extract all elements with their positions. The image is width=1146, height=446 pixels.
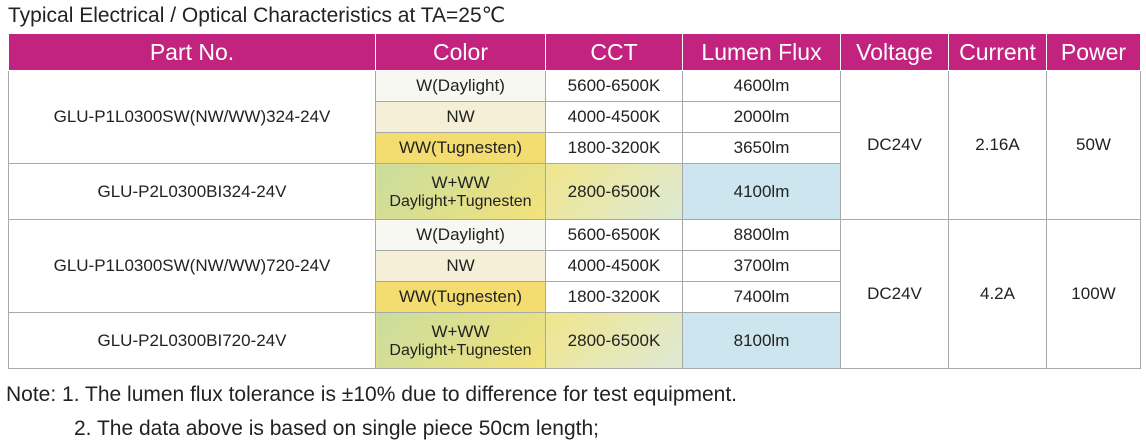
current: 2.16A <box>948 70 1047 220</box>
color: W(Daylight) <box>416 76 505 95</box>
color: W+WW <box>431 321 490 341</box>
notes: Note: 1. The lumen flux tolerance is ±10… <box>6 378 737 446</box>
voltage: DC24V <box>840 219 949 369</box>
color: NW <box>446 256 475 275</box>
cct: 2800-6500K <box>545 312 683 369</box>
color: WW(Tugnesten) <box>398 138 523 157</box>
power: 50W <box>1046 70 1141 220</box>
table-row: GLU-P1L0300SW(NW/WW)324-24V W(Daylight) 56… <box>8 70 1141 220</box>
color-detail: Daylight+Tugnesten <box>389 192 532 210</box>
lumen-flux: 3650lm <box>682 132 841 164</box>
cct: 5600-6500K <box>545 70 683 102</box>
note-item: 2. The data above is based on single pie… <box>74 417 599 440</box>
table-row: WW(Tugnesten) 1800-3200K 3650lm <box>9 132 1141 164</box>
table-row: GLU-P1L0300SW(NW/WW)720-24V W(Daylight) 56… <box>8 219 1141 369</box>
lumen-flux: 3700lm <box>682 250 841 282</box>
table-row: GLU-P2L0300BI720-24V W+WW Daylight+Tugnest… <box>8 312 1141 369</box>
note-line: Note: 1. The lumen flux tolerance is ±10… <box>6 378 737 412</box>
cct: 2800-6500K <box>545 163 683 220</box>
header-cell: Color <box>375 33 546 71</box>
color-cell: NW <box>375 101 546 133</box>
lumen-flux: 2000lm <box>682 101 841 133</box>
color: W(Daylight) <box>416 225 505 244</box>
lumen-flux: 8800lm <box>682 219 841 251</box>
part-no: GLU-P1L0300SW(NW/WW)324-24V <box>8 70 376 164</box>
note-label: Note: <box>6 383 57 406</box>
part-no: GLU-P2L0300BI720-24V <box>8 312 376 369</box>
color-cell: W(Daylight) <box>375 219 546 251</box>
table-row: NW 4000-4500K 2000lm <box>9 101 1141 133</box>
cct: 5600-6500K <box>545 219 683 251</box>
note-item: 1. The lumen flux tolerance is ±10% due … <box>62 383 738 406</box>
lumen-flux: 4100lm <box>682 163 841 220</box>
color-cell: WW(Tugnesten) <box>375 281 546 313</box>
lumen-flux: 4600lm <box>682 70 841 102</box>
header-row: Part No. Color CCT Lumen Flux Voltage Current… <box>8 33 1141 71</box>
header-cell: Lumen Flux <box>682 33 841 71</box>
voltage: DC24V <box>840 70 949 220</box>
spec-table: Part No. Color CCT Lumen Flux Voltage Current… <box>8 33 1141 369</box>
title: Typical Electrical / Optical Characteris… <box>8 4 506 27</box>
power: 100W <box>1046 219 1141 369</box>
header-cell: Current <box>948 33 1047 71</box>
table-body: GLU-P1L0300SW(NW/WW)324-24V W(Daylight) 56… <box>8 70 1141 369</box>
color-cell: W+WW Daylight+Tugnesten <box>375 163 546 220</box>
color: W+WW <box>431 172 490 192</box>
lumen-flux: 7400lm <box>682 281 841 313</box>
part-no: GLU-P1L0300SW(NW/WW)720-24V <box>8 219 376 313</box>
header-cell: Part No. <box>8 33 376 71</box>
header-cell: Voltage <box>840 33 949 71</box>
color: WW(Tugnesten) <box>398 287 523 306</box>
color-cell: W+WW Daylight+Tugnesten <box>375 312 546 369</box>
cct: 1800-3200K <box>545 132 683 164</box>
current: 4.2A <box>948 219 1047 369</box>
color-cell: W(Daylight) <box>375 70 546 102</box>
color: NW <box>446 107 475 126</box>
color-detail: Daylight+Tugnesten <box>389 341 532 359</box>
note-line: 2. The data above is based on single pie… <box>6 412 737 446</box>
cct: 1800-3200K <box>545 281 683 313</box>
cct: 4000-4500K <box>545 101 683 133</box>
color-cell: WW(Tugnesten) <box>375 132 546 164</box>
color-cell: NW <box>375 250 546 282</box>
part-no: GLU-P2L0300BI324-24V <box>8 163 376 220</box>
header-cell: Power <box>1046 33 1141 71</box>
table-row: NW 4000-4500K 3700lm <box>9 250 1141 282</box>
cct: 4000-4500K <box>545 250 683 282</box>
header-cell: CCT <box>545 33 683 71</box>
lumen-flux: 8100lm <box>682 312 841 369</box>
